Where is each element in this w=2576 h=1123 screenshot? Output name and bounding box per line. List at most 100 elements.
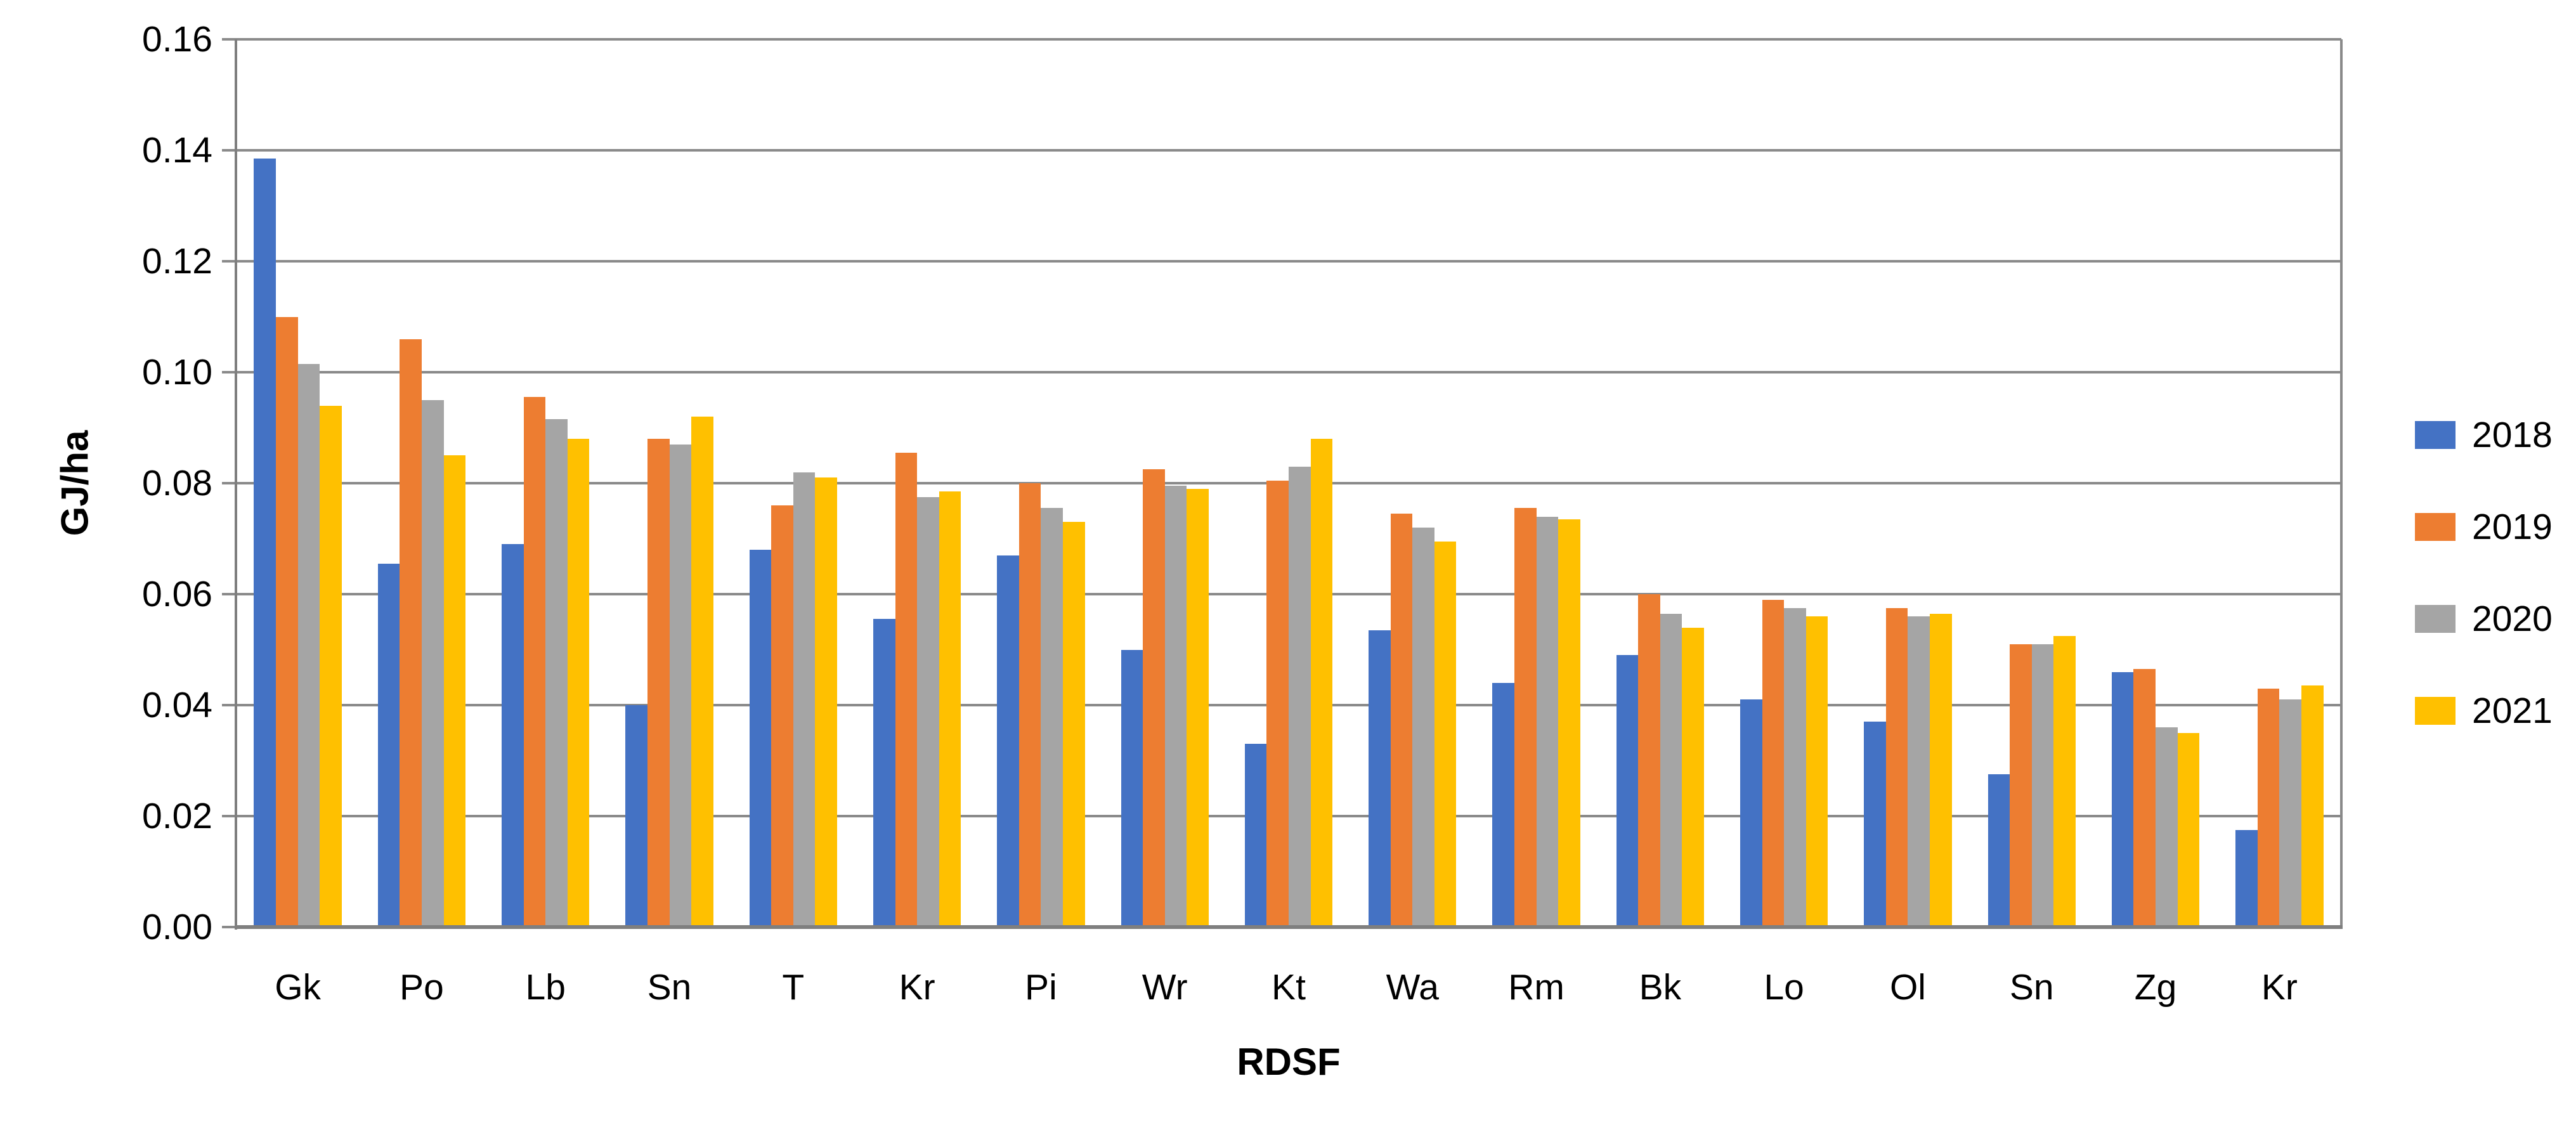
- legend-item-2020: 2020: [2415, 596, 2553, 642]
- bar-2020-Sn: [2031, 644, 2054, 927]
- bar-2020-Po: [421, 399, 444, 927]
- bar-2021-Sn: [2053, 635, 2076, 927]
- gridline: [236, 371, 2341, 373]
- bar-2020-T: [793, 472, 816, 927]
- bar-2018-Rm: [1492, 683, 1514, 927]
- bar-2020-Kr: [2279, 699, 2301, 927]
- bar-2021-Wa: [1434, 541, 1457, 927]
- bar-2018-Kr: [873, 619, 895, 927]
- bar-2021-Rm: [1558, 519, 1580, 927]
- bar-2021-Kt: [1310, 439, 1333, 927]
- x-tick-label: Kr: [899, 967, 935, 1008]
- y-axis-tickmark: [222, 704, 236, 706]
- y-axis-tickmark: [222, 38, 236, 41]
- bar-2021-Zg: [2177, 732, 2200, 927]
- bar-2020-Rm: [1536, 516, 1559, 927]
- bar-2021-Po: [443, 455, 466, 927]
- x-tick-label: Kr: [2261, 967, 2298, 1008]
- y-axis-tickmark: [222, 593, 236, 595]
- legend-swatch-2021: [2415, 697, 2456, 725]
- bar-2019-Ol: [1885, 607, 1908, 927]
- legend-swatch-2018: [2415, 421, 2456, 449]
- bar-2019-Pi: [1018, 483, 1041, 927]
- bar-2018-Wr: [1121, 649, 1143, 927]
- bar-2018-Pi: [997, 555, 1019, 927]
- bar-2019-Lo: [1762, 599, 1785, 927]
- y-tick-label: 0.06: [142, 574, 212, 614]
- bar-2020-Zg: [2156, 727, 2178, 927]
- legend-swatch-2019: [2415, 513, 2456, 541]
- y-tick-label: 0.12: [142, 241, 212, 282]
- bar-2021-Pi: [1063, 522, 1085, 927]
- bar-2020-Wr: [1164, 486, 1187, 927]
- x-tick-label: Sn: [2009, 967, 2054, 1008]
- bar-2019-Bk: [1638, 594, 1660, 927]
- x-tick-label: Bk: [1639, 967, 1682, 1008]
- x-tick-label: Ol: [1889, 967, 1926, 1008]
- y-axis-title: GJ/ha: [53, 430, 96, 536]
- bar-2020-Kt: [1289, 466, 1311, 927]
- bar-2020-Lo: [1784, 607, 1806, 927]
- y-axis-tickmark: [222, 926, 236, 928]
- bar-2019-Zg: [2133, 669, 2156, 927]
- y-axis-tickmark: [222, 815, 236, 817]
- x-tick-label: Lb: [525, 967, 566, 1008]
- bar-2018-Po: [377, 563, 400, 927]
- x-tick-label: Rm: [1508, 967, 1564, 1008]
- bar-2018-Bk: [1616, 655, 1639, 927]
- bar-2019-Kr: [2257, 688, 2280, 927]
- bar-2018-T: [749, 550, 772, 927]
- plot-border-right: [2340, 39, 2343, 927]
- bar-2018-Kt: [1244, 744, 1267, 927]
- bar-2020-Kr: [917, 497, 939, 927]
- bar-2018-Zg: [2111, 672, 2134, 927]
- bar-2021-Kr: [939, 491, 961, 927]
- bar-2018-Sn: [625, 705, 647, 927]
- x-tick-label: Sn: [647, 967, 692, 1008]
- bar-2021-Lb: [567, 439, 590, 927]
- bar-2021-Sn: [691, 417, 713, 927]
- y-tick-label: 0.14: [142, 130, 212, 171]
- y-axis-tickmark: [222, 260, 236, 263]
- legend-swatch-2020: [2415, 605, 2456, 633]
- bar-2021-Bk: [1682, 627, 1705, 927]
- legend-item-2019: 2019: [2415, 504, 2553, 550]
- legend-label: 2018: [2472, 415, 2553, 455]
- bar-2019-Po: [400, 339, 422, 927]
- x-tick-label: Lo: [1764, 967, 1804, 1008]
- bar-2019-Kt: [1266, 480, 1289, 927]
- bar-2020-Gk: [297, 363, 320, 927]
- legend-label: 2021: [2472, 691, 2553, 731]
- gridline: [236, 149, 2341, 152]
- bar-2020-Wa: [1412, 528, 1434, 927]
- bar-2019-Gk: [276, 316, 298, 927]
- legend-label: 2020: [2472, 599, 2553, 639]
- bar-2021-Gk: [320, 405, 342, 927]
- bar-2018-Gk: [254, 159, 276, 927]
- x-axis-line: [235, 925, 2343, 929]
- y-axis-tickmark: [222, 371, 236, 373]
- bar-2020-Sn: [669, 444, 692, 927]
- y-tick-label: 0.00: [142, 907, 212, 947]
- bar-2021-Ol: [1930, 613, 1952, 927]
- bar-2020-Bk: [1660, 613, 1682, 927]
- bar-2020-Ol: [1908, 616, 1930, 927]
- bar-2021-Kr: [2301, 685, 2324, 927]
- x-tick-label: Pi: [1025, 967, 1057, 1008]
- legend-item-2018: 2018: [2415, 412, 2553, 458]
- legend-item-2021: 2021: [2415, 688, 2553, 734]
- y-tick-label: 0.02: [142, 796, 212, 836]
- plot-border-top: [236, 38, 2341, 41]
- gridline: [236, 260, 2341, 263]
- bar-2019-Sn: [2010, 644, 2032, 927]
- bar-2021-Lo: [1805, 616, 1828, 927]
- legend-label: 2019: [2472, 507, 2553, 547]
- y-tick-label: 0.08: [142, 463, 212, 503]
- x-tick-label: T: [782, 967, 805, 1008]
- bar-2018-Ol: [1864, 722, 1886, 927]
- bar-2019-Sn: [647, 439, 670, 927]
- bar-2020-Lb: [545, 419, 568, 927]
- x-tick-label: Kt: [1272, 967, 1306, 1008]
- y-tick-label: 0.10: [142, 352, 212, 393]
